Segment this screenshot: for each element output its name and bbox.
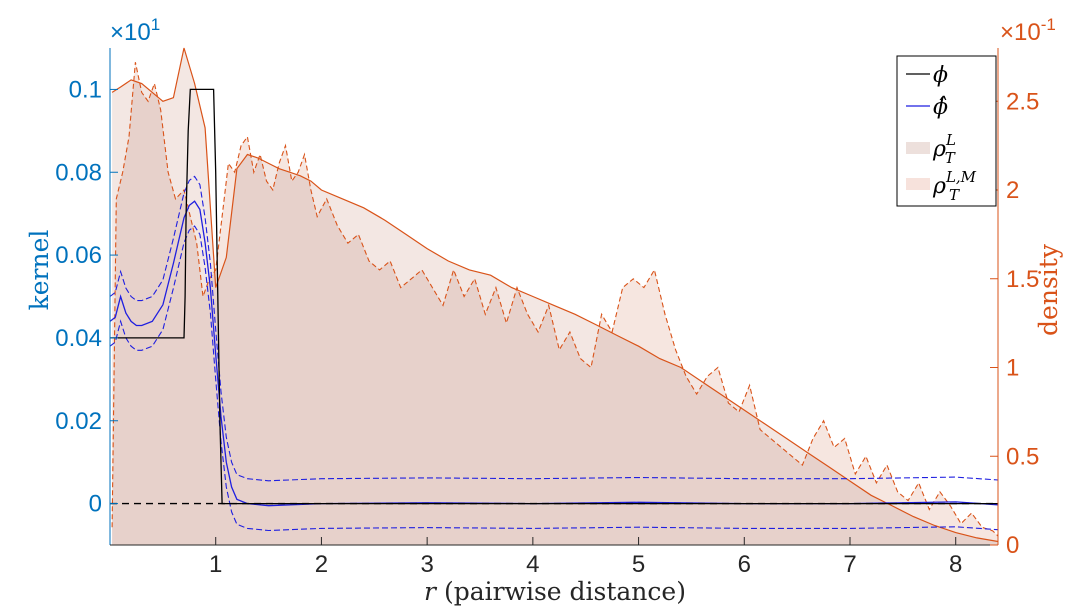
left-tick-label: 0 — [89, 491, 102, 518]
x-tick-label: 6 — [738, 551, 751, 578]
x-axis-label: r (pairwise distance) — [424, 577, 686, 606]
legend-rho-l-base: ρ — [932, 137, 946, 162]
legend-rho-lm-sub: T — [949, 186, 960, 204]
legend-label-rho-l: ρL T — [932, 131, 956, 167]
axes — [109, 48, 999, 546]
right-exponent-power: -1 — [1041, 15, 1056, 34]
x-tick-label: 4 — [526, 551, 539, 578]
density-line-rho-l — [111, 47, 999, 543]
density-fill-overlap — [112, 62, 999, 545]
legend-swatch-rho-l — [906, 142, 930, 154]
left-tick-label: 0.06 — [55, 242, 102, 269]
y-axis-label-left: kernel — [25, 230, 54, 311]
right-tick-label: 2.5 — [1006, 88, 1039, 115]
right-tick-label: 0.5 — [1006, 443, 1039, 470]
left-exponent-base: ×10 — [110, 19, 151, 46]
phi-hat-upper-bound — [109, 175, 999, 482]
legend-rho-lm-sup: L,M — [945, 168, 977, 186]
x-axis-label-var: r — [424, 577, 438, 606]
right-tick-label: 0 — [1006, 532, 1019, 559]
x-tick-label: 1 — [209, 551, 222, 578]
left-tick-label: 0.08 — [55, 159, 102, 186]
x-tick-label: 2 — [315, 551, 328, 578]
right-tick-label: 1 — [1006, 355, 1019, 382]
tick-labels: 1 2 3 4 5 6 7 8 0 0.02 0.04 0.06 0.08 0.1 0 0.5 1 1.5 2 2.5 — [55, 76, 1039, 578]
right-exponent-base: ×10 — [1000, 19, 1041, 46]
left-tick-label: 0.04 — [55, 325, 102, 352]
legend-label-rho-lm: ρL,M T — [932, 168, 977, 204]
legend-rho-lm-base: ρ — [932, 174, 946, 199]
legend-label-phi-hat: ϕ̂ — [933, 95, 948, 120]
legend-swatch-rho-lm — [906, 178, 930, 190]
phi-line — [110, 88, 998, 505]
plot-area — [109, 47, 999, 545]
phi-hat-lower-bound — [109, 225, 999, 532]
legend-rho-l-sub: T — [945, 149, 956, 167]
x-tick-label: 5 — [632, 551, 645, 578]
left-axis-exponent: ×101 — [110, 15, 160, 46]
legend: ϕ ϕ̂ ρL T ρL,M T — [896, 55, 997, 207]
right-tick-label: 1.5 — [1006, 266, 1039, 293]
right-tick-label: 2 — [1006, 177, 1019, 204]
x-tick-label: 3 — [420, 551, 433, 578]
density-fills — [112, 48, 999, 545]
x-tick-label: 7 — [843, 551, 856, 578]
y-axis-label-right: density — [1034, 243, 1063, 336]
left-exponent-power: 1 — [151, 15, 160, 34]
legend-rho-l-sup: L — [945, 131, 956, 149]
legend-label-phi: ϕ — [933, 63, 948, 88]
right-axis-exponent: ×10-1 — [1000, 15, 1056, 46]
left-tick-label: 0.02 — [55, 408, 102, 435]
left-tick-label: 0.1 — [69, 76, 102, 103]
x-tick-label: 8 — [949, 551, 962, 578]
x-axis-label-rest: (pairwise distance) — [436, 577, 686, 606]
